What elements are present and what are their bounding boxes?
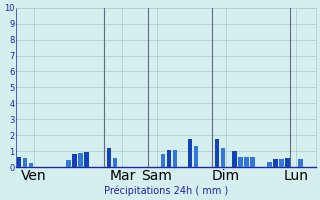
- Bar: [72, 154, 77, 167]
- Bar: [251, 157, 255, 167]
- Bar: [299, 159, 303, 167]
- Bar: [78, 153, 83, 167]
- Bar: [17, 157, 21, 167]
- Bar: [107, 148, 111, 167]
- Bar: [285, 158, 290, 167]
- Bar: [161, 154, 165, 167]
- Bar: [214, 139, 219, 167]
- Bar: [244, 157, 249, 167]
- Bar: [267, 162, 272, 167]
- Bar: [23, 158, 28, 167]
- Bar: [113, 158, 117, 167]
- Bar: [84, 152, 89, 167]
- Bar: [29, 163, 34, 167]
- Bar: [166, 150, 171, 167]
- Bar: [194, 146, 198, 167]
- Bar: [238, 157, 243, 167]
- Bar: [273, 159, 278, 167]
- Bar: [279, 159, 284, 167]
- Bar: [172, 150, 177, 167]
- X-axis label: Précipitations 24h ( mm ): Précipitations 24h ( mm ): [104, 185, 228, 196]
- Bar: [66, 160, 71, 167]
- Bar: [233, 151, 237, 167]
- Bar: [220, 148, 225, 167]
- Bar: [188, 139, 192, 167]
